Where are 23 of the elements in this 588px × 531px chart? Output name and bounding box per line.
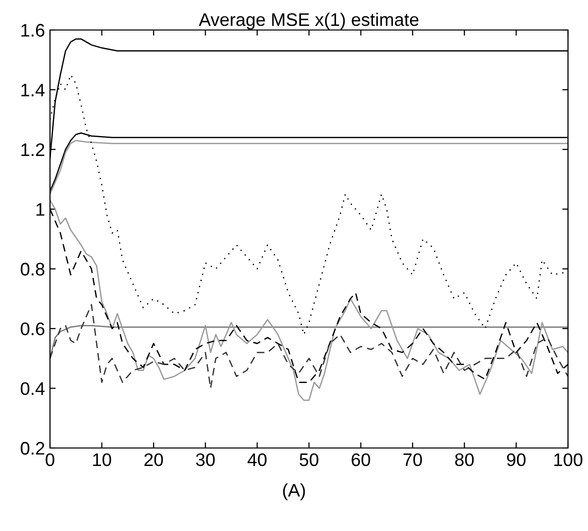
x-tick-label: 40 [248,453,267,466]
line-series [50,140,568,195]
x-tick-label: 80 [455,453,474,466]
y-tick-label: 1 [36,203,44,216]
line-series [50,304,568,389]
y-tick-label: 0.6 [20,322,44,336]
x-tick-label: 50 [300,453,318,466]
y-tick-label: 1.6 [21,24,44,37]
y-tick-label: 0.4 [20,382,45,396]
x-tick-label: 30 [196,453,215,466]
y-tick-label: 1.2 [21,143,44,156]
x-tick-label: 20 [144,453,163,466]
x-tick-label: 0 [46,453,54,466]
y-tick-label: 0.8 [20,262,44,276]
chart-title: Average MSE x(1) estimate [198,12,418,30]
x-tick-label: 100 [554,453,582,466]
x-tick-label: 90 [507,453,526,466]
x-tick-label: 70 [403,453,422,466]
x-tick-label: 60 [352,453,370,466]
y-tick-label: 0.2 [20,442,44,455]
x-tick-label: 10 [93,453,112,466]
y-tick-label: 1.4 [21,84,45,96]
text: (A) [283,483,305,500]
